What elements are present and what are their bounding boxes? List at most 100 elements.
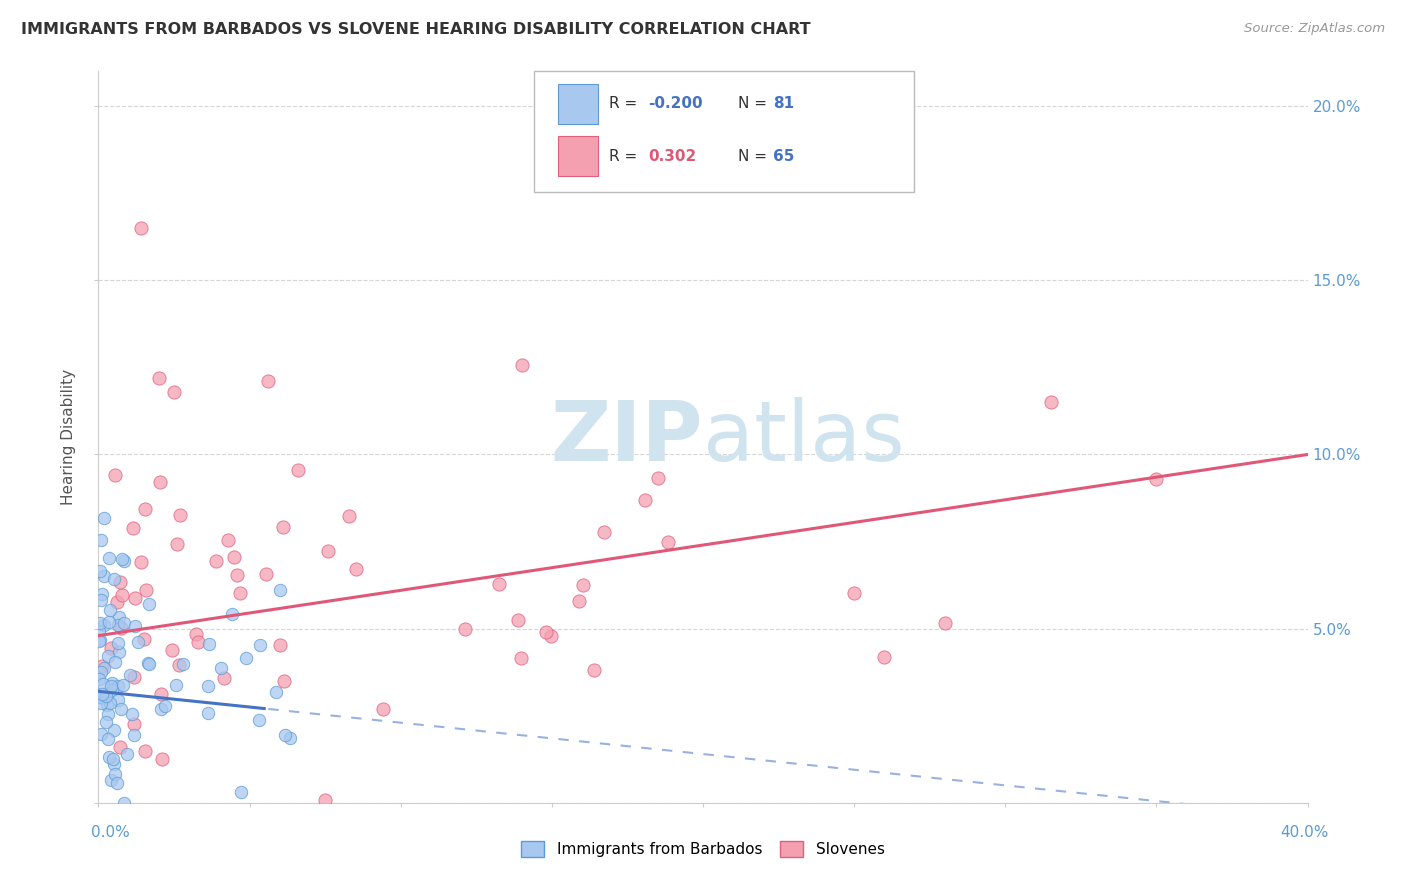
Point [112, 554, 135, 568]
Point [108, 645, 131, 659]
Point [257, 374, 280, 388]
Point [107, 617, 129, 632]
Point [509, 651, 531, 665]
Point [94, 715, 117, 730]
Point [647, 471, 669, 485]
Point [121, 707, 143, 722]
Point [148, 475, 170, 490]
Point [90, 727, 112, 741]
Point [108, 575, 131, 590]
Point [122, 728, 145, 742]
Point [274, 728, 297, 742]
Point [105, 595, 128, 609]
Point [89, 564, 111, 578]
Point [162, 643, 184, 657]
Point [108, 740, 131, 755]
Point [93, 661, 115, 675]
Point [247, 713, 270, 727]
Point [264, 685, 287, 699]
Point [572, 578, 595, 592]
Point [222, 550, 245, 565]
Text: 65: 65 [773, 149, 794, 163]
Point [93, 690, 115, 705]
Point [94, 689, 117, 703]
Point [87, 690, 110, 705]
Point [209, 661, 232, 675]
Point [540, 630, 562, 644]
Point [273, 674, 295, 689]
Text: R =: R = [609, 96, 643, 112]
Point [103, 572, 125, 586]
Point [138, 657, 160, 671]
Point [150, 752, 173, 766]
Point [249, 638, 271, 652]
Text: R =: R = [609, 149, 643, 163]
Point [373, 702, 395, 716]
Point [510, 358, 533, 372]
Point [98, 602, 121, 616]
Text: 0.302: 0.302 [648, 149, 696, 163]
Point [104, 468, 127, 483]
Point [90, 665, 112, 680]
Point [127, 635, 149, 649]
Point [124, 670, 146, 684]
Point [536, 624, 558, 639]
Point [167, 657, 190, 672]
Text: -0.200: -0.200 [648, 96, 703, 112]
Point [314, 793, 336, 807]
Point [269, 582, 291, 597]
Point [101, 683, 124, 698]
Point [1039, 395, 1062, 409]
Point [163, 384, 186, 399]
Point [582, 663, 605, 677]
Text: atlas: atlas [703, 397, 904, 477]
Point [568, 594, 591, 608]
Point [346, 562, 368, 576]
Point [112, 796, 135, 810]
Point [287, 462, 309, 476]
Text: IMMIGRANTS FROM BARBADOS VS SLOVENE HEARING DISABILITY CORRELATION CHART: IMMIGRANTS FROM BARBADOS VS SLOVENE HEAR… [21, 22, 811, 37]
Point [221, 607, 243, 621]
Text: 40.0%: 40.0% [1281, 825, 1329, 840]
Point [101, 752, 124, 766]
Point [633, 493, 655, 508]
Point [212, 671, 235, 685]
Point [148, 371, 170, 385]
Text: Source: ZipAtlas.com: Source: ZipAtlas.com [1244, 22, 1385, 36]
Point [269, 638, 291, 652]
Point [104, 655, 127, 669]
Point [96, 698, 118, 713]
Point [135, 582, 157, 597]
Text: ZIP: ZIP [551, 397, 703, 477]
Point [166, 537, 188, 551]
Point [97, 731, 120, 746]
Text: 81: 81 [773, 96, 794, 112]
Point [124, 618, 146, 632]
Point [89, 633, 111, 648]
Point [103, 767, 125, 781]
Point [111, 678, 134, 692]
Point [271, 520, 294, 534]
Point [217, 533, 239, 547]
Legend: Immigrants from Barbados, Slovenes: Immigrants from Barbados, Slovenes [522, 841, 884, 857]
Point [278, 731, 301, 745]
Point [1144, 472, 1167, 486]
Point [506, 613, 529, 627]
Point [149, 687, 172, 701]
Point [98, 696, 121, 710]
Point [226, 567, 249, 582]
Point [89, 615, 111, 630]
Point [134, 502, 156, 516]
Point [97, 615, 120, 630]
Point [112, 615, 135, 630]
Point [103, 723, 125, 737]
Point [111, 551, 134, 566]
Point [93, 618, 115, 632]
Point [101, 676, 124, 690]
Point [100, 679, 122, 693]
Point [254, 566, 277, 581]
Point [107, 680, 129, 694]
Point [184, 627, 207, 641]
Point [934, 616, 956, 631]
Point [97, 551, 120, 566]
